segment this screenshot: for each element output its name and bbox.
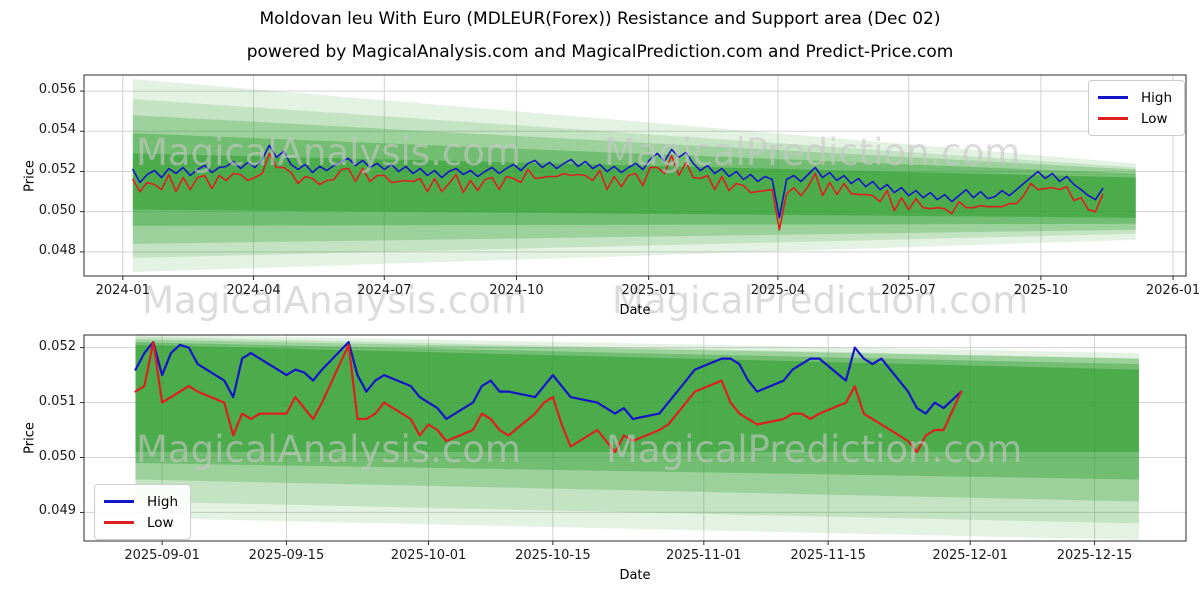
high-line xyxy=(132,144,1104,219)
y-tick-label: 0.049 xyxy=(38,503,76,519)
y-tick-label: 0.051 xyxy=(38,393,76,409)
figure-subtitle: powered by MagicalAnalysis.com and Magic… xyxy=(246,42,954,62)
x-tick-label: 2026-01 xyxy=(1145,283,1200,298)
short-term-chart xyxy=(80,333,1187,545)
x-tick-label: 2025-11-01 xyxy=(666,548,742,563)
x-tick-label: 2025-09-15 xyxy=(248,548,325,563)
legend-label-high: High xyxy=(147,493,179,510)
low-line-swatch xyxy=(1098,117,1128,120)
figure-title: Moldovan leu With Euro (MDLEUR(Forex)) R… xyxy=(259,9,941,29)
x-tick-label: 2025-10 xyxy=(1013,283,1069,298)
legend-label-high: High xyxy=(1141,89,1173,106)
y-tick-label: 0.050 xyxy=(38,202,76,218)
legend-label-low: Low xyxy=(1141,110,1168,127)
plot-border xyxy=(83,74,1187,277)
x-tick-label: 2025-10-15 xyxy=(515,548,591,563)
long-term-chart xyxy=(80,74,1187,280)
legend-top: High Low xyxy=(1088,80,1186,136)
legend-entry-high: High xyxy=(104,491,178,512)
x-tick-label: 2024-10 xyxy=(489,283,544,298)
x-tick-label: 2025-10-01 xyxy=(390,548,467,563)
x-tick-label: 2025-12-15 xyxy=(1056,548,1133,563)
x-tick-label: 2025-12-01 xyxy=(932,548,1008,563)
x-tick-label: 2025-11-15 xyxy=(790,548,866,563)
x-tick-label: 2024-01 xyxy=(95,283,150,298)
x-tick-label: 2024-07 xyxy=(357,283,412,298)
watermark-magicalanalysis: MagicalAnalysis.com xyxy=(142,279,527,322)
x-tick-label: 2025-07 xyxy=(881,283,936,298)
support-resistance-band xyxy=(135,344,1139,453)
legend-entry-low: Low xyxy=(104,512,178,533)
low-line-swatch xyxy=(104,521,134,524)
plot-border xyxy=(83,334,1187,542)
low-line xyxy=(134,340,963,454)
y-tick-label: 0.048 xyxy=(38,242,76,258)
y-tick-label: 0.052 xyxy=(38,338,76,354)
x-tick-label: 2025-04 xyxy=(750,283,806,298)
xaxis-label-top: Date xyxy=(619,303,651,318)
low-line xyxy=(132,152,1104,231)
y-tick-label: 0.050 xyxy=(38,448,76,464)
y-tick-label: 0.054 xyxy=(38,122,76,138)
legend-label-low: Low xyxy=(147,514,174,531)
legend-entry-high: High xyxy=(1098,87,1172,108)
legend-entry-low: Low xyxy=(1098,108,1172,129)
high-line xyxy=(134,340,963,421)
xaxis-label-bottom: Date xyxy=(619,568,651,583)
x-tick-label: 2024-04 xyxy=(226,283,281,298)
y-tick-label: 0.052 xyxy=(38,162,76,178)
x-tick-label: 2025-01 xyxy=(621,283,676,298)
x-tick-label: 2025-09-01 xyxy=(124,548,200,563)
high-line-swatch xyxy=(104,500,134,503)
legend-bottom: High Low xyxy=(94,484,192,540)
y-tick-label: 0.056 xyxy=(38,82,76,98)
high-line-swatch xyxy=(1098,96,1128,99)
